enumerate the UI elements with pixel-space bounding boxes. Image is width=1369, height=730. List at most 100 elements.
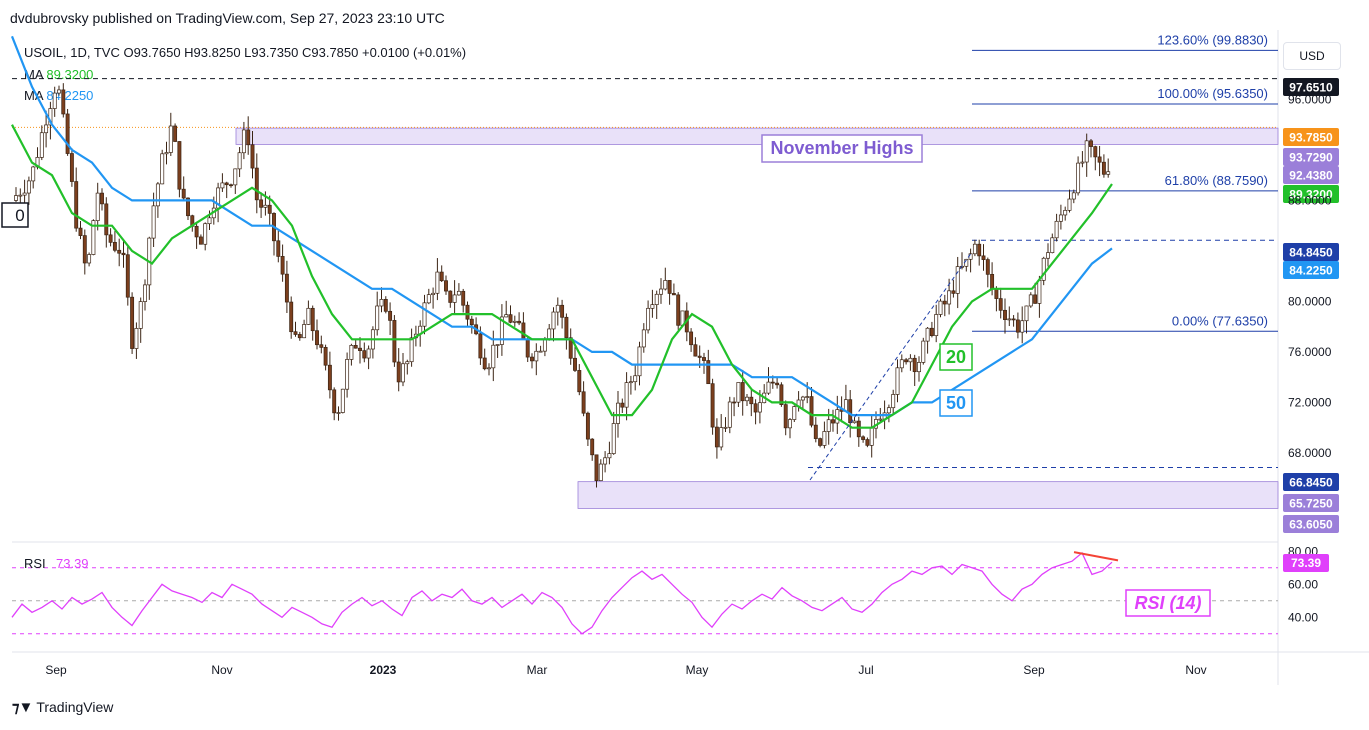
november-highs-annotation[interactable]: November Highs [761,134,923,163]
candle-body [663,280,668,290]
candle-body [61,89,66,115]
candle-body [740,382,745,402]
candle-body [585,412,590,440]
x-tick-label: May [686,663,709,677]
candle-body [1054,220,1059,239]
candle-body [856,420,861,438]
price-chart[interactable]: 123.60% (99.8830) 100.00% (95.6350) 61.80%… [0,0,1369,690]
candle-body [224,182,229,186]
candle-body [779,384,784,405]
candle-body [912,357,917,373]
candle-body [482,357,487,370]
candle-body [319,344,324,348]
candle-body [112,241,117,251]
candle-body [499,316,504,345]
ma50-tag[interactable]: 50 [939,389,973,417]
candle-body [452,294,457,303]
candle-body [69,153,74,182]
candle-body [478,333,483,359]
candle-body [426,294,431,304]
candle-body [1097,156,1102,163]
candle-body [254,167,259,201]
candle-body [1093,146,1098,158]
candle-body [138,301,143,329]
price-tag-bg [1283,243,1339,261]
tradingview-wordmark: TradingView [36,699,114,715]
candle-body [972,243,977,255]
candle-body [1033,294,1038,304]
rsi-legend-label[interactable]: RSI [24,556,46,571]
candle-body [52,92,57,109]
candle-body [710,383,715,428]
candle-body [921,340,926,363]
candle-body [891,394,896,409]
candle-body [177,141,182,190]
candle-body [289,301,294,333]
candle-body [822,431,827,446]
symbol-legend[interactable]: USOIL, 1D, TVC O93.7650 H93.8250 L93.735… [24,45,467,60]
candle-body [241,129,246,154]
candle-body [237,152,242,170]
fib-label-0: 123.60% (99.8830) [1157,32,1268,47]
candle-body [362,350,367,359]
candle-body [302,324,307,339]
candle-body [753,403,758,413]
candle-body [487,367,491,370]
candle-body [44,124,49,134]
y-tick-label: 96.0000 [1288,92,1332,106]
zone-1 [577,481,1279,509]
candle-body [534,350,539,362]
price-tag-label: 93.7290 [1289,151,1333,165]
currency-button[interactable]: USD [1283,42,1341,70]
candle-body [246,129,251,146]
price-tag-label: 89.3200 [1289,188,1333,202]
candle-body [818,438,823,446]
candle-body [108,234,113,243]
price-tag-bg [1283,185,1339,203]
candle-body [826,419,831,432]
candle-body [431,292,436,296]
y-tick-label: 72.0000 [1288,395,1332,409]
november-highs-label: November Highs [770,138,913,158]
candle-body [564,316,569,339]
candle-body [168,125,173,153]
candle-body [327,364,332,391]
candle-body [929,327,934,337]
price-tag-label: 65.7250 [1289,497,1333,511]
tradingview-footer[interactable]: ⁊▼ TradingView [12,698,113,716]
candle-body [1101,161,1106,175]
candle-body [641,329,646,348]
candle-body [719,427,724,448]
candle-body [121,252,126,256]
rsi-tick-label: 60.00 [1288,577,1318,591]
price-tag-label: 97.6510 [1289,81,1333,95]
candle-body [293,331,298,335]
candle-body [925,327,930,342]
candle-body [130,296,135,349]
candle-body [542,338,547,352]
ma20-line [11,124,1113,429]
candle-body [405,361,410,365]
candle-body [194,225,199,238]
candle-body [757,402,762,413]
candle-body [65,113,70,154]
candle-body [1067,198,1072,211]
fib-trend-line[interactable] [809,251,973,481]
ma20-tag[interactable]: 20 [939,343,973,371]
x-tick-label: Sep [1023,663,1045,677]
candle-body [461,290,466,306]
candle-body [143,284,147,302]
candle-body [504,314,509,318]
candle-body [603,457,608,465]
candle-body [14,195,18,201]
rsi-tag[interactable]: RSI (14) [1125,589,1211,617]
candle-body [869,427,874,446]
candle-body [813,424,818,439]
candle-body [878,418,883,421]
candle-body [1015,319,1020,333]
candle-body [990,273,995,290]
candle-body [26,180,31,194]
candle-body [671,293,676,296]
tradingview-logo-icon: ⁊▼ [12,699,33,716]
y-tick-label: 76.0000 [1288,345,1332,359]
